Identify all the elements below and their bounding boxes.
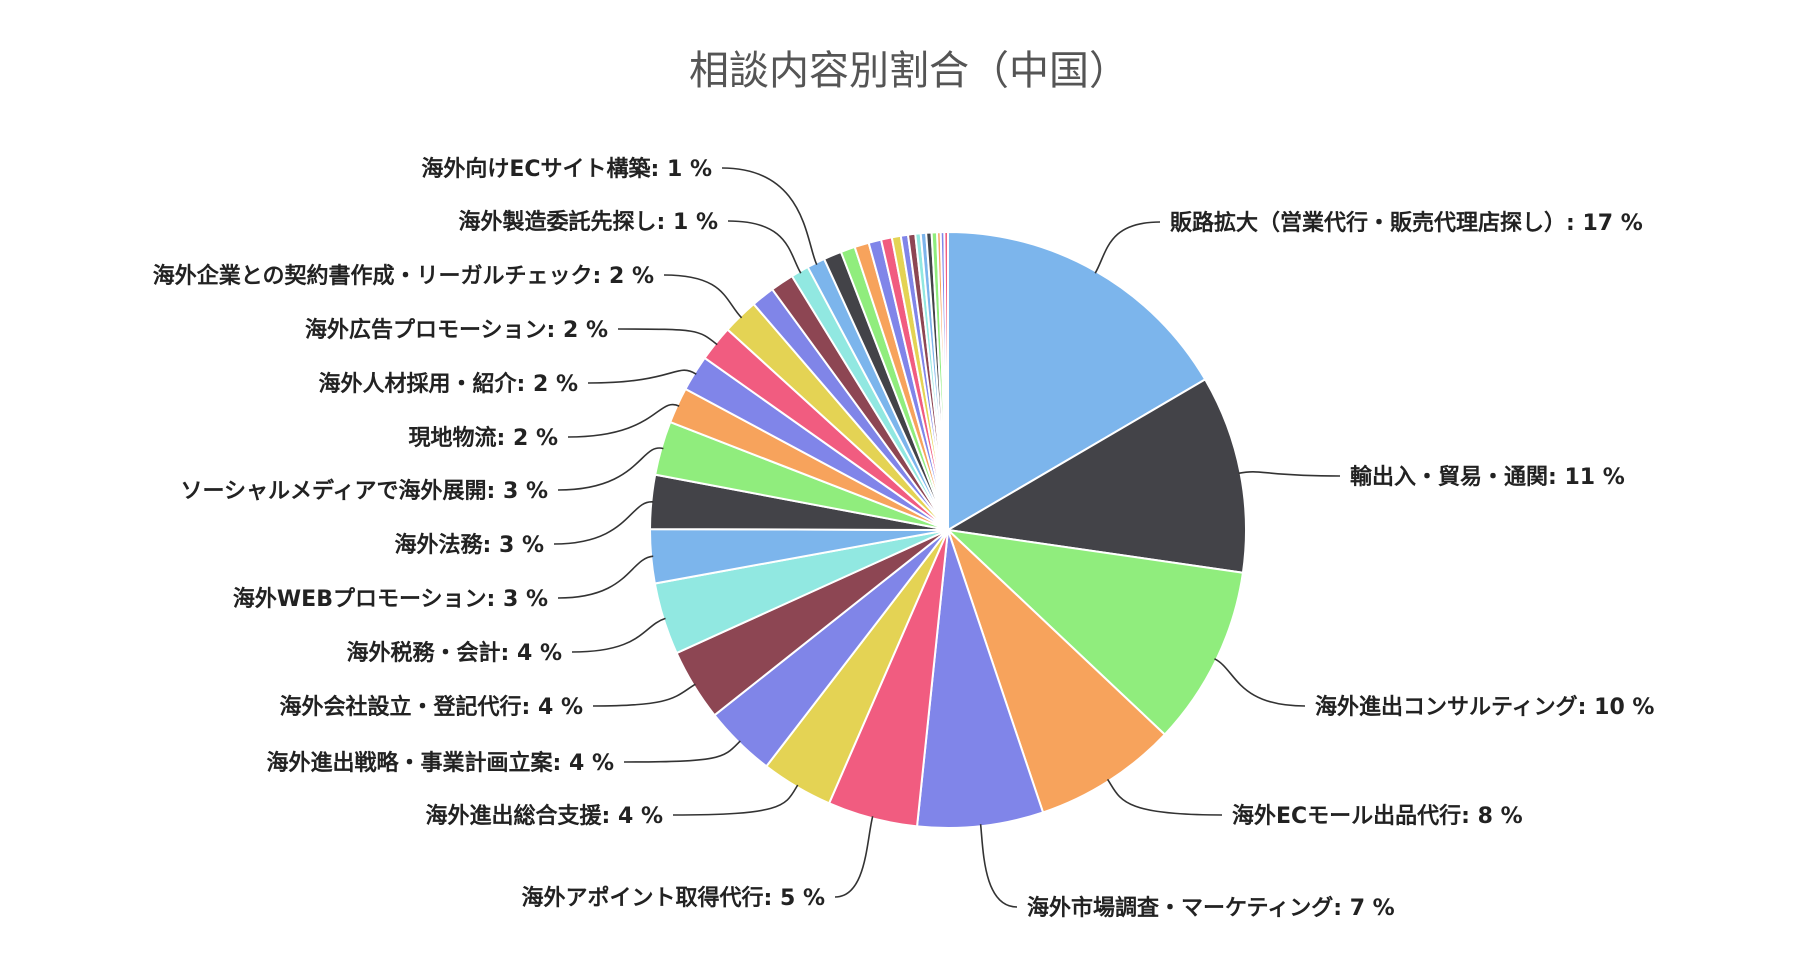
leader-line — [1094, 221, 1161, 274]
slice-label: 海外市場調査・マーケティング: 7 % — [1027, 895, 1395, 921]
leader-line — [557, 447, 664, 491]
leader-line — [623, 740, 741, 763]
leader-line — [721, 167, 818, 266]
leader-line — [557, 555, 654, 599]
slice-label: 海外人材採用・紹介: 2 % — [319, 371, 578, 397]
leader-line — [592, 683, 696, 707]
leader-line — [727, 220, 802, 274]
chart-title: 相談内容別割合（中国） — [689, 48, 1129, 94]
leader-line — [1238, 471, 1341, 477]
slice-label: 海外税務・会計: 4 % — [347, 640, 562, 666]
slice-label: 輸出入・貿易・通関: 11 % — [1350, 464, 1625, 490]
leader-line — [571, 617, 666, 653]
leader-line — [834, 816, 874, 898]
leader-line — [567, 403, 680, 438]
leader-line — [1106, 778, 1223, 816]
slice-label: 海外進出総合支援: 4 % — [426, 803, 663, 829]
slice-label: 海外進出戦略・事業計画立案: 4 % — [267, 750, 614, 776]
slice-label: 海外進出コンサルティング: 10 % — [1315, 694, 1654, 720]
leader-line — [587, 369, 697, 384]
slice-label: 海外ECモール出品代行: 8 % — [1232, 803, 1523, 829]
slice-label: 現地物流: 2 % — [409, 425, 558, 451]
slice-label: 海外製造委託先探し: 1 % — [459, 209, 718, 235]
slice-label: 海外法務: 3 % — [395, 532, 544, 558]
leader-line — [979, 824, 1018, 908]
slice-label: 海外会社設立・登記代行: 4 % — [280, 694, 583, 720]
slice-label: 海外企業との契約書作成・リーガルチェック: 2 % — [153, 263, 654, 289]
leader-line — [617, 328, 718, 346]
slice-label: 海外アポイント取得代行: 5 % — [522, 885, 825, 911]
leader-line — [1214, 658, 1306, 707]
slice-label: 海外WEBプロモーション: 3 % — [233, 586, 548, 612]
slice-label: ソーシャルメディアで海外展開: 3 % — [181, 478, 549, 504]
pie-slice[interactable] — [943, 230, 949, 531]
leader-line — [553, 501, 654, 545]
leader-line — [672, 784, 799, 816]
slice-label: 販路拡大（営業代行・販売代理店探し）: 17 % — [1170, 210, 1643, 236]
slice-label: 海外向けECサイト構築: 1 % — [421, 156, 712, 182]
slice-label: 海外広告プロモーション: 2 % — [305, 317, 608, 343]
leader-line — [663, 274, 743, 319]
